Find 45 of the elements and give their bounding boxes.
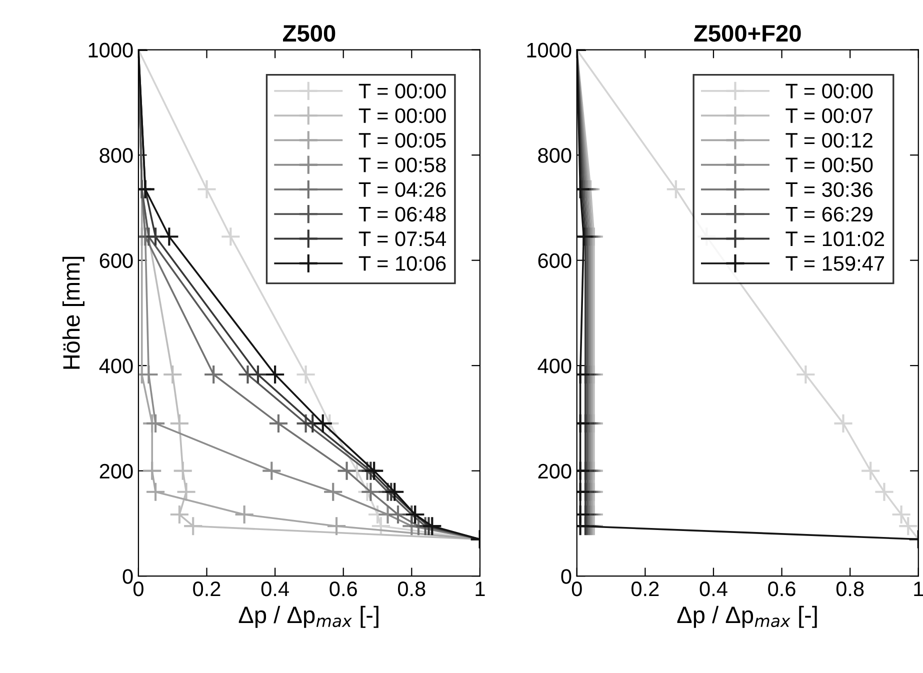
legend-label: T = 00:00 — [786, 84, 873, 98]
x-tick-label: 0.2 — [193, 582, 220, 596]
y-tick-label: 0 — [561, 569, 572, 584]
y-axis-title: Höhe [mm] — [62, 256, 84, 369]
y-tick-label: 800 — [538, 148, 572, 163]
legend-label: T = 00:07 — [786, 108, 872, 124]
x-tick-label: 0.8 — [398, 582, 426, 596]
x-tick-label: 1 — [476, 582, 485, 596]
x-tick-label: 0 — [133, 582, 144, 596]
y-tick-label: 200 — [538, 464, 572, 479]
x-tick-label: 0.6 — [768, 582, 796, 596]
y-tick-label: 400 — [99, 358, 133, 374]
legend-label: T = 07:54 — [358, 231, 446, 246]
legend-label: T = 00:00 — [358, 84, 446, 98]
x-tick-label: 0.4 — [700, 582, 728, 596]
y-tick-label: 600 — [100, 253, 133, 268]
y-tick-label: 400 — [538, 358, 572, 374]
legend-label: T = 101:02 — [786, 231, 884, 246]
x-tick-label: 0 — [572, 582, 582, 596]
y-tick-label: 0 — [122, 569, 133, 584]
chart-title: Z500 — [283, 24, 336, 42]
legend-label: T = 159:47 — [786, 256, 884, 271]
y-tick-label: 1000 — [88, 42, 133, 58]
y-tick-label: 600 — [538, 253, 572, 268]
x-tick-label: 0.8 — [836, 582, 864, 596]
legend-label: T = 04:26 — [358, 182, 446, 197]
y-tick-label: 800 — [100, 148, 133, 163]
x-tick-label: 0.2 — [632, 582, 659, 596]
legend-label: T = 00:05 — [358, 132, 446, 148]
legend-label: T = 30:36 — [786, 182, 873, 197]
legend-label: T = 10:06 — [358, 256, 446, 271]
x-tick-label: 0.4 — [261, 582, 289, 596]
x-tick-label: 1 — [914, 582, 923, 596]
legend-label: T = 06:48 — [358, 206, 446, 222]
y-tick-label: 200 — [100, 464, 133, 479]
x-axis-title: Δp / Δp$_{max}$ [-] — [238, 606, 378, 628]
chart-title: Z500+F20 — [694, 24, 801, 42]
x-axis-title: Δp / Δp$_{max}$ [-] — [677, 606, 817, 628]
y-tick-label: 1000 — [527, 42, 572, 58]
legend-label: T = 66:29 — [786, 206, 872, 222]
legend-label: T = 00:12 — [786, 132, 872, 148]
x-tick-label: 0.6 — [330, 582, 357, 596]
legend-label: T = 00:58 — [358, 158, 446, 172]
legend-label: T = 00:50 — [786, 158, 873, 172]
legend-label: T = 00:00 — [358, 108, 446, 124]
